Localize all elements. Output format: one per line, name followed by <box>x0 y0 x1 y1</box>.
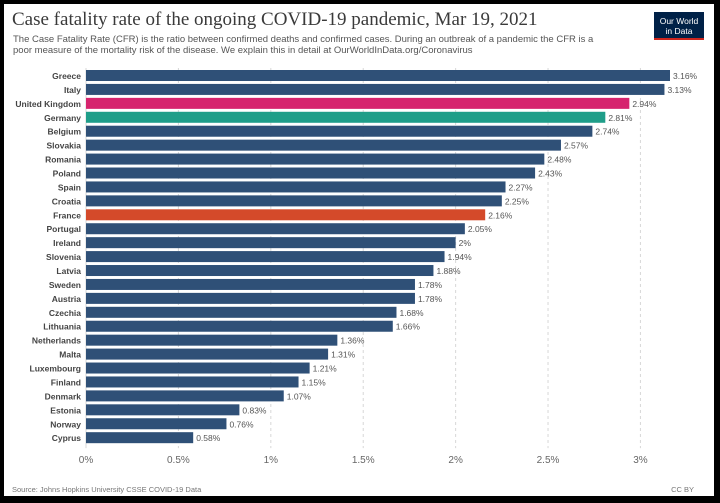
value-label: 2.94% <box>632 99 657 109</box>
bar-italy <box>86 83 665 95</box>
value-label: 2.74% <box>595 127 620 137</box>
chart-title: Case fatality rate of the ongoing COVID-… <box>12 9 538 30</box>
logo-line-1: Our World <box>659 16 699 26</box>
bar-poland <box>86 167 536 179</box>
category-label: Cyprus <box>52 433 82 443</box>
category-label: Austria <box>52 294 82 304</box>
source-note: Source: Johns Hopkins University CSSE CO… <box>12 485 202 494</box>
owid-logo[interactable]: Our World in Data <box>654 12 704 40</box>
value-label: 2.25% <box>505 196 530 206</box>
bar-cyprus <box>86 432 194 444</box>
value-label: 1.94% <box>448 252 473 262</box>
bar-norway <box>86 418 227 430</box>
category-label: Romania <box>45 155 81 165</box>
value-label: 2.16% <box>488 210 513 220</box>
category-label: Malta <box>59 350 81 360</box>
bar-spain <box>86 181 506 193</box>
bar-netherlands <box>86 334 338 346</box>
x-tick-label: 1.5% <box>352 455 375 466</box>
value-label: 3.16% <box>673 71 698 81</box>
bar-slovakia <box>86 139 561 151</box>
value-label: 2% <box>459 238 472 248</box>
bar-czechia <box>86 306 397 318</box>
x-tick-label: 2.5% <box>537 455 560 466</box>
category-label: Lithuania <box>43 322 81 332</box>
value-label: 0.76% <box>229 419 254 429</box>
bar-united-kingdom <box>86 97 630 109</box>
value-label: 1.88% <box>436 266 461 276</box>
value-label: 0.83% <box>242 405 267 415</box>
category-label: Slovakia <box>47 141 82 151</box>
value-label: 3.13% <box>667 85 692 95</box>
bar-latvia <box>86 265 434 277</box>
chart-subtitle: The Case Fatality Rate (CFR) is the rati… <box>13 34 594 56</box>
category-label: Latvia <box>56 266 81 276</box>
category-label: France <box>53 210 81 220</box>
bar-chart: 0% 0.5% 1% 1.5% 2% 2.5% 3% Greece 3.16% Italy 3.13… <box>15 68 698 466</box>
category-label: Greece <box>52 71 81 81</box>
x-tick-label: 1% <box>264 455 279 466</box>
bar-luxembourg <box>86 362 310 374</box>
value-label: 2.05% <box>468 224 493 234</box>
bar-austria <box>86 292 415 304</box>
category-label: Norway <box>50 419 81 429</box>
value-label: 1.07% <box>287 391 312 401</box>
category-label: Ireland <box>53 238 81 248</box>
category-label: Netherlands <box>32 336 81 346</box>
category-label: Poland <box>53 169 81 179</box>
bar-croatia <box>86 195 502 207</box>
value-label: 1.36% <box>340 336 365 346</box>
value-label: 1.78% <box>418 294 443 304</box>
x-tick-label: 0% <box>79 455 94 466</box>
value-label: 2.81% <box>608 113 633 123</box>
bar-finland <box>86 376 299 388</box>
x-tick-label: 3% <box>633 455 648 466</box>
value-label: 1.15% <box>302 377 327 387</box>
bar-malta <box>86 348 329 360</box>
logo-line-2: in Data <box>665 26 693 36</box>
category-label: Denmark <box>45 391 82 401</box>
bar-belgium <box>86 125 593 137</box>
category-label: Croatia <box>52 196 82 206</box>
value-label: 2.43% <box>538 169 563 179</box>
value-label: 0.58% <box>196 433 221 443</box>
category-label: Estonia <box>50 405 81 415</box>
bar-romania <box>86 153 545 165</box>
bar-france <box>86 209 486 221</box>
value-label: 2.57% <box>564 141 589 151</box>
x-tick-label: 2% <box>448 455 463 466</box>
bar-lithuania <box>86 320 393 332</box>
category-label: Slovenia <box>46 252 81 262</box>
category-label: Spain <box>58 182 81 192</box>
bar-slovenia <box>86 251 445 263</box>
category-label: United Kingdom <box>15 99 81 109</box>
value-label: 1.78% <box>418 280 443 290</box>
bar-sweden <box>86 278 415 290</box>
bar-portugal <box>86 223 465 235</box>
category-label: Sweden <box>49 280 81 290</box>
category-label: Belgium <box>47 127 81 137</box>
bar-denmark <box>86 390 284 402</box>
value-label: 2.27% <box>509 182 534 192</box>
category-label: Italy <box>64 85 81 95</box>
category-label: Finland <box>51 377 81 387</box>
value-label: 2.48% <box>547 155 572 165</box>
value-label: 1.66% <box>396 322 421 332</box>
chart-card: Case fatality rate of the ongoing COVID-… <box>4 4 714 496</box>
category-label: Czechia <box>49 308 81 318</box>
value-label: 1.21% <box>313 364 338 374</box>
category-label: Germany <box>44 113 81 123</box>
category-label: Luxembourg <box>30 364 81 374</box>
bar-greece <box>86 70 670 81</box>
license-note: CC BY <box>671 485 694 494</box>
x-tick-label: 0.5% <box>167 455 190 466</box>
bar-estonia <box>86 404 240 416</box>
category-label: Portugal <box>47 224 81 234</box>
bar-germany <box>86 111 606 123</box>
value-label: 1.68% <box>399 308 424 318</box>
value-label: 1.31% <box>331 350 356 360</box>
bar-ireland <box>86 237 456 249</box>
